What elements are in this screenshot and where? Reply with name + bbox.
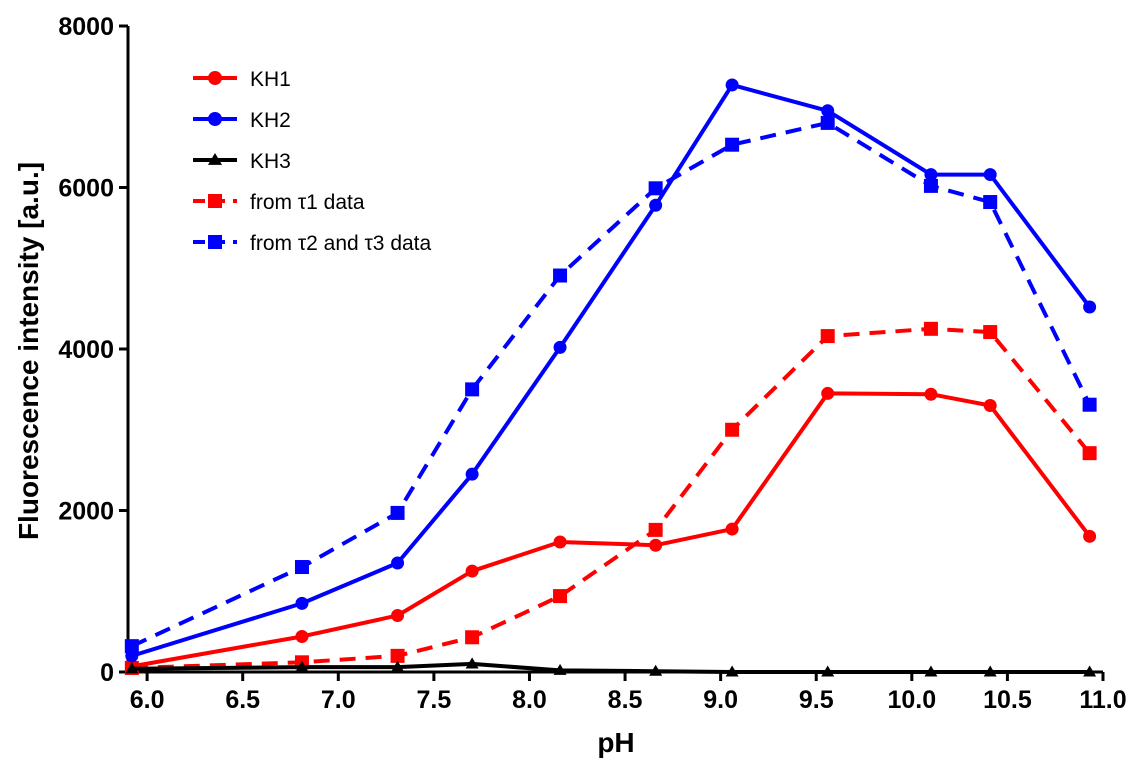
series-2-point: [821, 665, 835, 677]
series-1-point: [465, 467, 479, 481]
series-4-point: [725, 137, 740, 152]
series-4-point: [553, 268, 568, 283]
x-tick-label: 8.5: [608, 686, 643, 714]
series-4-point: [648, 181, 663, 196]
legend-swatch-marker: [208, 235, 222, 249]
series-3-point: [820, 329, 835, 344]
series-0-point: [553, 535, 567, 549]
series-2-point: [725, 665, 739, 677]
series-1-point: [125, 649, 139, 663]
series-3-line: [131, 326, 1092, 670]
series-2-point: [649, 664, 663, 676]
series-2-point: [1083, 665, 1097, 677]
x-tick-label: 7.0: [321, 686, 356, 714]
series-0-line: [131, 391, 1092, 669]
series-0-point: [725, 522, 739, 536]
axes: 6.0 6.5 7.0 7.5 8.0 8.5 9.0 9.5 10.0 10.5 11.0 0 200…: [58, 13, 1126, 714]
series-1: [125, 78, 1097, 663]
series-3-point: [923, 321, 938, 336]
y-tick-label: 4000: [58, 336, 114, 364]
x-tick-label: 9.5: [799, 686, 834, 714]
series-layer: [124, 78, 1097, 677]
series-3-point: [465, 630, 480, 645]
x-tick-label: 7.5: [416, 686, 451, 714]
series-0-point: [1083, 529, 1097, 543]
y-tick-label: 2000: [58, 498, 114, 526]
series-3-point: [725, 422, 740, 437]
x-tick-label: 11.0: [1079, 686, 1126, 714]
legend-label: from τ2 and τ3 data: [250, 232, 432, 255]
series-0-point: [295, 629, 309, 643]
series-2-point: [295, 660, 309, 672]
series-3-point: [648, 522, 663, 537]
legend-label: from τ1 data: [250, 191, 365, 214]
series-1-point: [649, 198, 663, 212]
legend-item-4: from τ2 and τ3 data: [193, 232, 432, 255]
series-1-point: [821, 104, 835, 118]
y-tick-label: 8000: [58, 13, 114, 41]
series-2: [125, 657, 1097, 677]
series-1-point: [1083, 300, 1097, 314]
series-3-point: [1082, 446, 1097, 461]
legend-swatch-marker: [208, 112, 222, 126]
series-4-point: [983, 195, 998, 210]
x-tick-label: 8.0: [512, 686, 547, 714]
series-0-point: [983, 399, 997, 413]
legend-swatch-marker: [208, 194, 222, 208]
x-axis-title: pH: [597, 727, 634, 758]
y-tick-label: 6000: [58, 175, 114, 203]
series-3-point: [983, 325, 998, 340]
series-4-point: [294, 560, 309, 575]
series-2-point: [553, 663, 567, 675]
series-2-point: [391, 660, 405, 672]
legend-label: KH3: [250, 150, 291, 173]
x-tick-label: 10.5: [983, 686, 1032, 714]
series-3-point: [553, 589, 568, 604]
series-4: [124, 115, 1097, 654]
series-0-point: [924, 387, 938, 401]
series-1-point: [725, 78, 739, 92]
series-4-point: [390, 505, 405, 520]
legend-label: KH2: [250, 109, 291, 132]
series-0-point: [821, 386, 835, 400]
x-tick-label: 6.0: [130, 686, 165, 714]
series-2-point: [125, 662, 139, 674]
x-tick-label: 6.5: [225, 686, 260, 714]
series-3-point: [390, 648, 405, 663]
series-2-point: [465, 657, 479, 669]
series-0-point: [391, 608, 405, 622]
series-4-point: [923, 178, 938, 193]
legend-swatch-marker: [208, 71, 222, 85]
legend: KH1 KH2 KH3 from τ1 data from τ2 and τ3 data: [193, 68, 432, 255]
series-4-point: [465, 382, 480, 397]
legend-item-0: KH1: [193, 68, 291, 91]
series-4-point: [1082, 397, 1097, 412]
series-4-point: [820, 115, 835, 130]
x-tick-label: 9.0: [703, 686, 738, 714]
series-1-point: [391, 556, 405, 570]
legend-item-2: KH3: [193, 150, 291, 173]
series-0-point: [649, 538, 663, 552]
legend-item-3: from τ1 data: [193, 191, 365, 214]
y-tick-label: 0: [100, 659, 114, 687]
series-0: [125, 386, 1097, 673]
series-1-point: [553, 340, 567, 354]
x-tick-label: 10.0: [887, 686, 936, 714]
series-2-point: [983, 665, 997, 677]
series-0-point: [465, 564, 479, 578]
series-1-point: [924, 168, 938, 182]
series-4-point: [124, 639, 139, 654]
legend-item-1: KH2: [193, 109, 291, 132]
series-2-point: [924, 665, 938, 677]
series-1-point: [983, 168, 997, 182]
y-axis-title: Fluorescence intensity [a.u.]: [13, 162, 44, 540]
series-1-point: [295, 596, 309, 610]
series-3: [124, 321, 1097, 675]
legend-swatch-marker: [208, 153, 222, 165]
legend-label: KH1: [250, 68, 291, 91]
